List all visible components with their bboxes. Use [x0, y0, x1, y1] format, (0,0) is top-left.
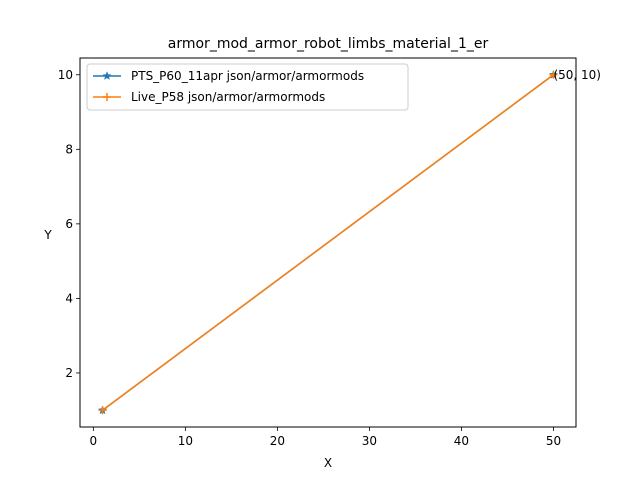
- legend-label-2: Live_P58 json/armor/armormods: [131, 90, 325, 104]
- chart-title: armor_mod_armor_robot_limbs_material_1_e…: [168, 36, 489, 52]
- y-tick-label: 8: [65, 142, 73, 156]
- x-tick-label: 50: [546, 434, 561, 448]
- y-axis-label: Y: [43, 228, 52, 242]
- x-tick-label: 40: [454, 434, 469, 448]
- legend-marker: [102, 71, 112, 80]
- legend-box: [86, 63, 409, 111]
- y-tick-label: 2: [65, 366, 73, 380]
- x-axis-label: X: [324, 456, 332, 470]
- data-point-annotation: (50, 10): [553, 68, 601, 82]
- plot-area: (50, 10): [97, 68, 601, 415]
- y-tick-label: 10: [58, 68, 73, 82]
- x-tick-label: 10: [178, 434, 193, 448]
- x-tick-label: 0: [90, 434, 98, 448]
- series-line-2: [102, 74, 554, 411]
- x-tick-label: 20: [270, 434, 285, 448]
- data-point-marker: [549, 70, 558, 79]
- legend-label-1: PTS_P60_11apr json/armor/armormods: [131, 69, 364, 83]
- y-axis: 2 4 6 8 10: [58, 68, 80, 380]
- x-axis: 0 10 20 30 40 50: [90, 427, 561, 448]
- y-tick-label: 6: [65, 217, 73, 231]
- x-tick-label: 30: [362, 434, 377, 448]
- legend-marker: [103, 93, 111, 101]
- axes-frame: [79, 57, 577, 428]
- data-point-marker: [98, 406, 107, 415]
- legend: PTS_P60_11apr json/armor/armormods Live_P…: [86, 63, 409, 111]
- y-tick-label: 4: [65, 291, 73, 305]
